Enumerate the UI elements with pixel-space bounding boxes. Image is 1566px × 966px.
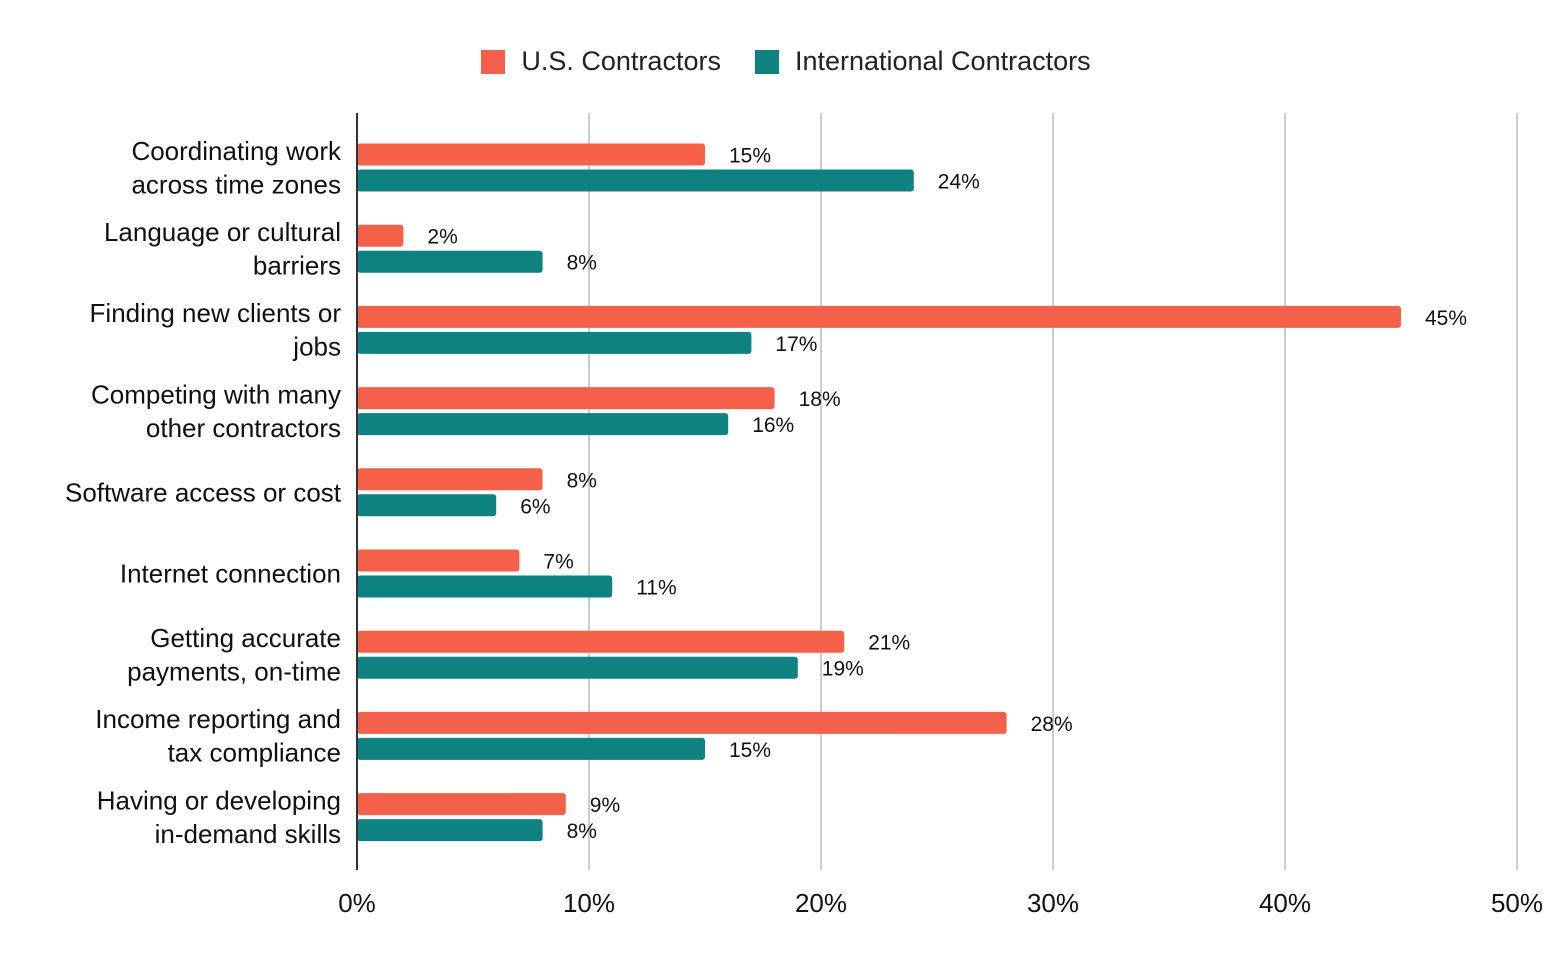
bar-us	[357, 305, 1401, 328]
data-label: 8%	[567, 469, 597, 492]
bar-international	[357, 656, 798, 679]
data-label: 17%	[775, 333, 817, 356]
category-label: across time zones	[131, 169, 341, 199]
category-label: Language or cultural	[104, 217, 341, 247]
bar-international	[357, 575, 613, 598]
category-label: Competing with many	[91, 379, 341, 409]
category-label: tax compliance	[168, 738, 341, 768]
bar-us	[357, 468, 543, 491]
legend-item-us: U.S. Contractors	[481, 46, 721, 77]
data-label: 6%	[520, 495, 550, 518]
bar-us	[357, 793, 566, 816]
x-tick-label: 30%	[1027, 888, 1079, 918]
legend: U.S. Contractors International Contracto…	[0, 46, 1566, 77]
category-label: Getting accurate	[150, 623, 341, 653]
category-label: Internet connection	[120, 559, 341, 589]
category-label: Coordinating work	[131, 136, 342, 166]
data-label: 18%	[799, 388, 841, 411]
bar-us	[357, 387, 775, 410]
legend-label-international: International Contractors	[794, 46, 1091, 76]
x-tick-label: 20%	[795, 888, 847, 918]
data-label: 24%	[938, 171, 980, 194]
data-label: 28%	[1031, 713, 1073, 736]
data-label: 2%	[427, 226, 457, 249]
data-label: 19%	[822, 658, 864, 681]
bar-international	[357, 331, 752, 354]
bar-international	[357, 413, 729, 436]
category-label: Finding new clients or	[90, 298, 342, 328]
x-tick-label: 50%	[1491, 888, 1543, 918]
data-label: 9%	[590, 794, 620, 817]
legend-label-us: U.S. Contractors	[521, 46, 721, 76]
category-label: jobs	[292, 332, 341, 362]
bar-international	[357, 737, 705, 760]
data-label: 15%	[729, 145, 771, 168]
category-label: Having or developing	[97, 785, 341, 815]
bar-us	[357, 224, 404, 247]
x-tick-label: 10%	[563, 888, 615, 918]
data-label: 11%	[636, 577, 676, 600]
data-label: 8%	[567, 820, 597, 843]
bar-us	[357, 711, 1007, 734]
category-label: barriers	[253, 250, 341, 280]
legend-swatch-international	[754, 49, 779, 74]
legend-item-international: International Contractors	[754, 46, 1091, 77]
bar-us	[357, 630, 845, 653]
data-label: 21%	[868, 632, 910, 655]
data-label: 8%	[567, 252, 597, 275]
x-tick-label: 40%	[1259, 888, 1311, 918]
bar-international	[357, 819, 543, 842]
data-label: 45%	[1425, 307, 1467, 330]
data-label: 7%	[543, 551, 573, 574]
category-label: Income reporting and	[95, 704, 341, 734]
data-label: 15%	[729, 739, 771, 762]
bar-international	[357, 169, 914, 192]
bar-us	[357, 143, 705, 166]
bar-us	[357, 549, 520, 572]
data-label: 16%	[752, 414, 794, 437]
category-label: other contractors	[146, 413, 341, 443]
bar-international	[357, 494, 497, 517]
bar-international	[357, 250, 543, 273]
legend-swatch-us	[481, 49, 506, 74]
category-label: payments, on-time	[127, 656, 341, 686]
category-label: Software access or cost	[65, 477, 342, 507]
category-label: in-demand skills	[155, 819, 341, 849]
x-tick-label: 0%	[338, 888, 376, 918]
